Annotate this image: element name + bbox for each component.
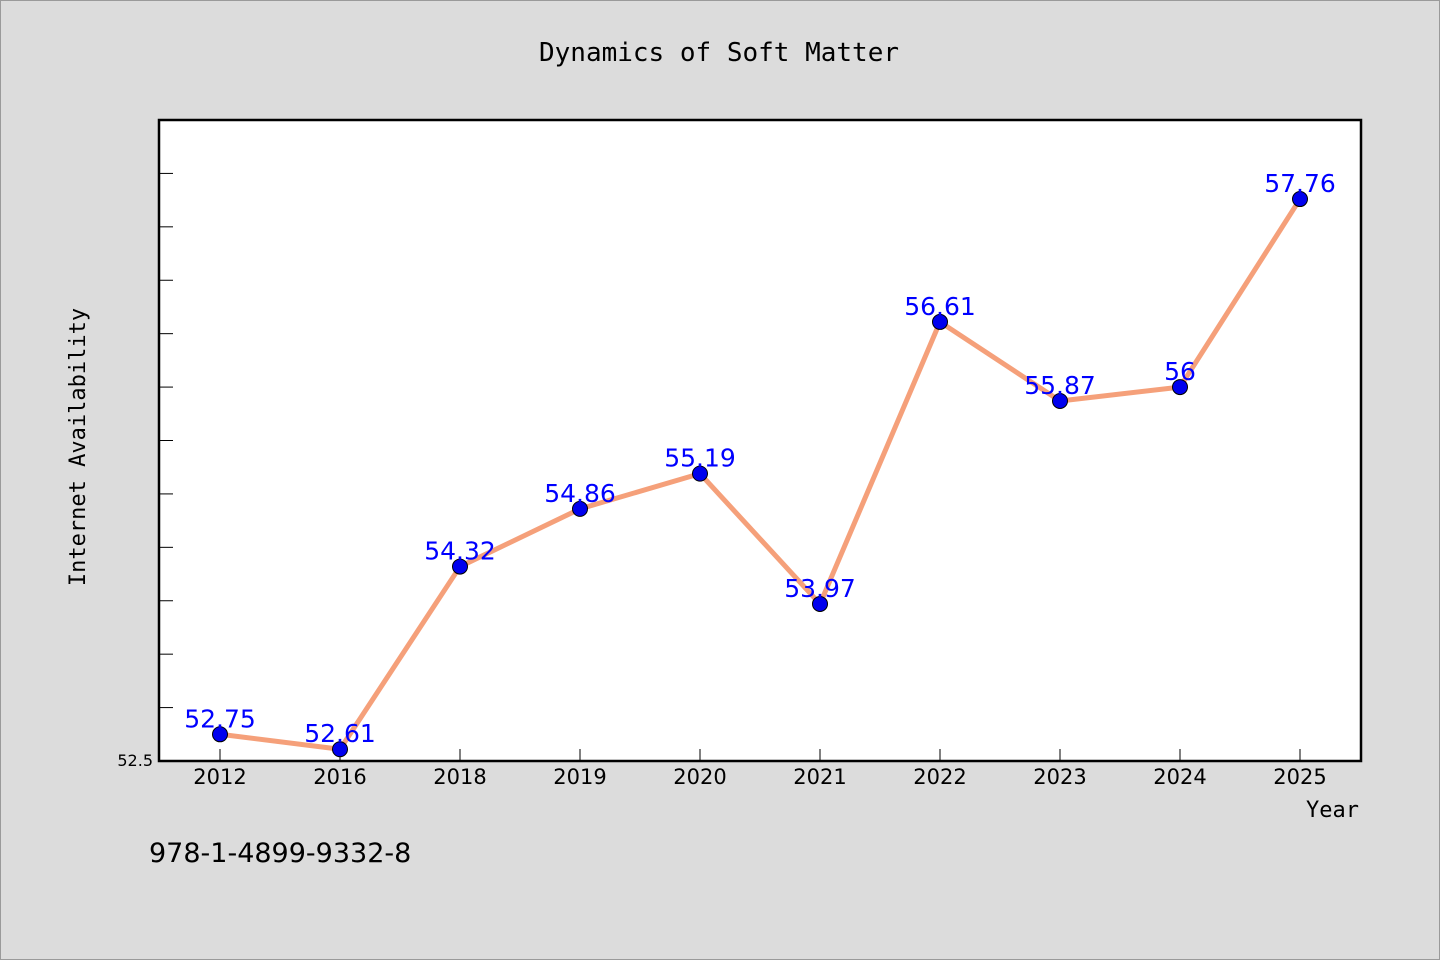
x-tick-label: 2012: [193, 765, 246, 789]
x-axis-label: Year: [1306, 798, 1359, 823]
data-point-marker: [572, 500, 588, 517]
data-label: 54.32: [424, 537, 496, 566]
data-point-marker: [812, 595, 828, 612]
data-label: 56.61: [904, 292, 976, 321]
data-label: 55.87: [1024, 371, 1096, 400]
x-tick-label: 2023: [1033, 765, 1086, 789]
y-axis-ticks: 52.5: [117, 119, 173, 770]
x-tick-label: 2021: [793, 765, 846, 789]
x-tick-label: 2020: [673, 765, 726, 789]
data-point-marker: [1052, 392, 1068, 409]
chart-title: Dynamics of Soft Matter: [539, 38, 899, 68]
data-label: 55.19: [664, 444, 736, 473]
plot-area: [157, 118, 1363, 763]
data-label: 57.76: [1264, 169, 1336, 198]
data-label: 54.86: [544, 479, 616, 508]
data-point-marker: [212, 726, 228, 743]
data-label: 52.75: [184, 704, 256, 733]
x-tick-label: 2016: [313, 765, 366, 789]
x-tick-label: 2022: [913, 765, 966, 789]
data-label: 52.61: [304, 719, 376, 748]
data-label: 56: [1164, 357, 1196, 386]
marker-layer: [212, 191, 1308, 758]
x-tick-label: 2018: [433, 765, 486, 789]
data-point-marker: [932, 313, 948, 330]
data-label-layer: 52.75 52.61 54.32 54.86 55.19 53.97 56.61 55.87…: [184, 169, 1336, 748]
isbn-text: 978-1-4899-9332-8: [149, 838, 411, 869]
data-point-marker: [1172, 379, 1188, 396]
series-line: [217, 196, 1303, 752]
data-label: 53.97: [784, 574, 856, 603]
y-tick-label: 52.5: [117, 751, 153, 770]
x-tick-label: 2025: [1273, 765, 1326, 789]
x-axis-ticks: 2012 2016 2018 2019 2020 2021 2022 2023 2024 2025: [193, 749, 1327, 789]
data-point-marker: [1292, 191, 1308, 208]
data-point-marker: [332, 741, 348, 758]
data-point-marker: [692, 465, 708, 482]
x-tick-label: 2024: [1153, 765, 1206, 789]
y-axis-label: Internet Availability: [66, 308, 91, 586]
data-point-marker: [452, 558, 468, 575]
series-layer: [217, 196, 1303, 752]
x-tick-label: 2019: [553, 765, 606, 789]
